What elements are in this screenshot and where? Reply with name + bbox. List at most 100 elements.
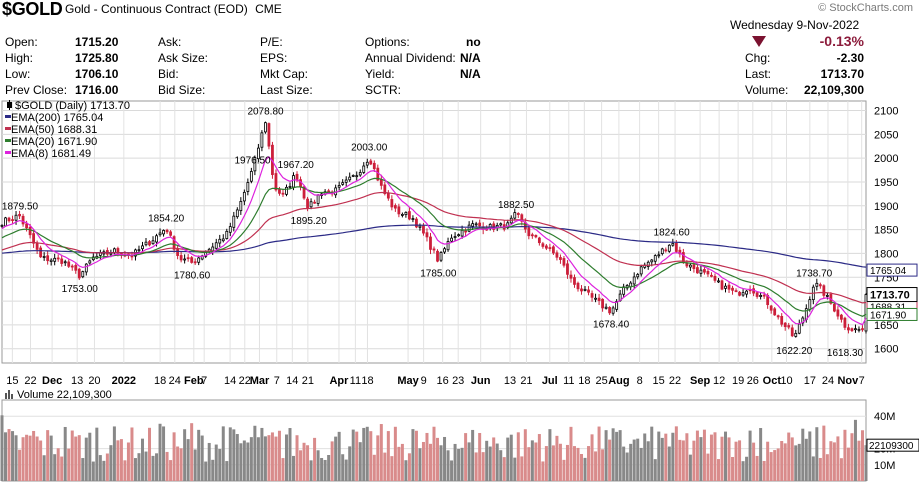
- candle-body: [183, 258, 187, 261]
- ema-tag-value: 1671.90: [870, 310, 907, 321]
- ema-tag-box: [866, 263, 918, 277]
- candle-body: [580, 288, 583, 292]
- volume-bar: [752, 442, 756, 481]
- candle-body: [513, 212, 517, 219]
- volume-bar: [46, 430, 50, 481]
- candle-body: [450, 237, 453, 242]
- volume-bar: [225, 461, 229, 481]
- volume-bar: [397, 446, 401, 481]
- volume-bar: [88, 432, 92, 481]
- volume-bar: [488, 446, 492, 481]
- candle-body: [49, 259, 53, 262]
- candle-body: [590, 293, 594, 298]
- volume-bar: [520, 456, 524, 481]
- instrument-description: Gold - Continuous Contract (EOD) CME: [65, 2, 282, 16]
- x-tick-label: 23: [452, 375, 464, 387]
- candle-body: [769, 305, 773, 311]
- candle-body: [836, 309, 840, 317]
- volume-bar: [281, 458, 285, 481]
- volume-bar: [7, 429, 11, 481]
- volume-bar: [348, 446, 352, 481]
- candle-body: [429, 236, 432, 250]
- exchange-text: CME: [255, 2, 282, 16]
- volume-bar: [176, 446, 180, 481]
- volume-bar: [95, 427, 99, 481]
- x-tick-label: 13: [504, 375, 516, 387]
- candle-body: [713, 275, 717, 281]
- volume-last-tag-box: [866, 438, 919, 452]
- x-tick-label: Oct: [763, 375, 782, 387]
- volume-bar: [843, 429, 847, 481]
- candle-body: [253, 157, 257, 172]
- volume-bar: [11, 431, 15, 481]
- volume-bar: [709, 434, 713, 481]
- volume-bar: [745, 456, 749, 481]
- volume-bar: [341, 454, 345, 481]
- volume-bar: [818, 457, 822, 481]
- volume-bar: [794, 445, 798, 481]
- candle-body: [28, 226, 32, 236]
- candle-body: [573, 277, 576, 285]
- volume-bar: [548, 429, 552, 481]
- candle-body: [499, 223, 503, 226]
- volume-bar: [42, 455, 46, 481]
- volume-bar: [688, 454, 692, 481]
- volume-bar: [74, 436, 78, 481]
- candle-body: [583, 288, 587, 291]
- volume-bar: [583, 457, 587, 481]
- x-tick-label: 24: [169, 375, 181, 387]
- volume-bar: [148, 427, 152, 481]
- volume-bar: [379, 424, 383, 481]
- volume-bar: [569, 426, 573, 481]
- volume-bar: [541, 461, 545, 481]
- volume-bar: [337, 431, 341, 481]
- volume-bar: [716, 459, 720, 481]
- volume-bar: [56, 448, 60, 481]
- prev-close-value: 1716.00: [75, 83, 119, 97]
- candle-body: [857, 328, 861, 331]
- volume-bar: [783, 443, 787, 481]
- candle-body: [46, 255, 50, 262]
- volume-bar: [232, 429, 236, 481]
- volume-bar: [274, 436, 278, 481]
- volume-bar: [738, 440, 742, 481]
- candle-body: [379, 179, 383, 186]
- volume-bar: [18, 449, 22, 481]
- candle-body: [309, 201, 313, 208]
- candle-body: [39, 247, 43, 258]
- volume-bar: [481, 452, 485, 481]
- volume-bar: [551, 445, 555, 481]
- volume-bar: [495, 443, 499, 481]
- volume-bar: [155, 453, 159, 481]
- x-tick-label: 11: [563, 375, 574, 387]
- candle-body: [165, 229, 169, 233]
- candle-body: [710, 274, 713, 277]
- volume-bar: [692, 440, 696, 481]
- volume-bar: [846, 447, 850, 481]
- volume-bar: [534, 442, 538, 481]
- volume-bar: [695, 430, 699, 481]
- x-tick-label: Dec: [42, 375, 62, 387]
- candle-body: [278, 189, 281, 194]
- volume-bar: [344, 459, 348, 481]
- volume-bar: [836, 436, 840, 481]
- x-tick-label: 21: [302, 375, 314, 387]
- candle-body: [70, 265, 74, 268]
- high-value: 1725.80: [75, 51, 119, 65]
- volume-bar: [808, 431, 812, 481]
- volume-bar: [320, 457, 324, 481]
- volume-bar: [313, 437, 317, 481]
- volume-bar: [544, 446, 548, 481]
- candle-body: [457, 234, 460, 237]
- volume-bar: [327, 455, 331, 481]
- yield-value: N/A: [460, 67, 481, 81]
- candle-body: [650, 259, 654, 263]
- volume-bar: [193, 449, 197, 481]
- x-tick-label: Jul: [542, 375, 558, 387]
- volume-bar: [864, 445, 868, 481]
- volume-bar: [748, 430, 752, 481]
- x-tick-label: Apr: [329, 375, 349, 387]
- volume-bar: [622, 446, 626, 481]
- volume-bar: [372, 454, 376, 481]
- volume-bar: [608, 439, 612, 481]
